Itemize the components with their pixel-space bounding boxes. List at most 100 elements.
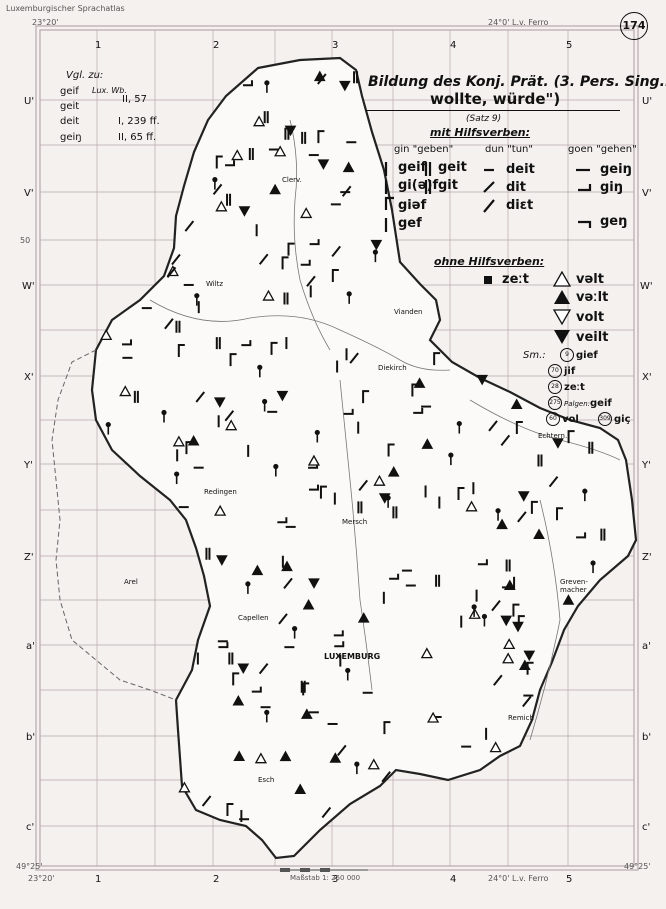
dialect-marker	[194, 293, 200, 306]
sm-form: giç	[614, 414, 631, 425]
dialect-marker	[273, 463, 279, 477]
dialect-marker	[133, 390, 139, 403]
lat-bottom-right: 49°25'	[624, 862, 651, 871]
sm-form: geif	[590, 398, 612, 409]
col-label-top-1: 1	[95, 40, 102, 51]
col-label-bottom-4: 4	[450, 874, 457, 885]
map-inner-frame	[39, 29, 635, 867]
legend-gin-form-giaf: gi(ə)f	[398, 178, 439, 193]
legend-noaux-volt: volt	[576, 310, 605, 325]
dialect-marker	[212, 177, 218, 190]
legend-noaux-zet: zeːt	[502, 272, 529, 287]
dialect-marker	[232, 672, 240, 686]
dialect-marker	[294, 783, 307, 794]
dialect-marker	[251, 686, 262, 693]
dialect-marker	[413, 377, 426, 388]
dialect-marker	[448, 452, 454, 466]
dialect-marker	[215, 200, 228, 212]
crossref-ref-1: II, 57	[122, 94, 147, 105]
dialect-marker	[119, 385, 132, 397]
dialect-marker	[292, 626, 298, 639]
dialect-marker	[184, 220, 195, 232]
map-title-line2: wollte, würde")	[430, 90, 561, 108]
dialect-marker	[224, 410, 235, 422]
crossref-ref-3: I, 239 ff.	[118, 116, 160, 127]
dialect-marker	[502, 652, 515, 664]
sm-num: 275	[548, 396, 562, 410]
scale-bar	[280, 868, 368, 872]
dialect-marker	[262, 398, 268, 412]
dialect-marker	[495, 508, 501, 521]
dialect-marker	[523, 650, 536, 662]
legend-col-gin: gin "geben"	[394, 144, 454, 155]
dialect-marker	[383, 721, 391, 735]
crossref-source: Lux. Wb.	[92, 86, 127, 95]
sm-prefix: Palgen:	[564, 400, 591, 408]
legend-gin-form-gef: gef	[398, 216, 422, 231]
dialect-marker	[600, 528, 606, 541]
dialect-marker	[465, 500, 478, 512]
place-vianden: Vianden	[394, 308, 423, 316]
dialect-marker	[353, 71, 359, 84]
sm-form: zeːt	[564, 382, 585, 393]
dialect-marker	[491, 599, 501, 612]
dialect-marker	[562, 594, 575, 605]
sm-num: 28	[548, 380, 562, 394]
dialect-marker	[161, 409, 167, 423]
dialect-marker	[269, 183, 281, 195]
legend-dun-form-dit: dit	[506, 180, 526, 195]
row-label-left-x: X'	[24, 372, 34, 383]
place-esch: Esch	[258, 776, 275, 784]
dialect-marker	[225, 160, 236, 167]
dialect-marker	[346, 291, 352, 304]
dialect-marker	[264, 709, 270, 723]
dialect-marker	[300, 708, 313, 719]
dialect-marker	[343, 408, 354, 415]
dialect-marker	[522, 695, 532, 708]
dialect-marker	[174, 471, 180, 485]
dialect-marker	[171, 253, 181, 266]
dialect-marker	[505, 559, 511, 572]
legend-goen-form-gein: geiŋ	[600, 162, 632, 177]
place-mersch: Mersch	[342, 518, 368, 526]
legend-section-with-aux: mit Hilfsverben:	[430, 126, 531, 139]
dialect-marker	[493, 674, 503, 686]
dialect-marker	[238, 206, 251, 217]
row-label-left-y: Y'	[24, 460, 33, 471]
legend-noaux-veilt: veilt	[576, 330, 609, 345]
dialect-marker	[308, 578, 320, 589]
dialect-marker	[510, 398, 523, 409]
crossref-ref-4: II, 65 ff.	[118, 132, 157, 143]
sm-num: 60	[546, 412, 560, 426]
dialect-marker	[317, 73, 327, 85]
dialect-marker	[233, 750, 246, 761]
legend-gin-form-gief: giəf	[398, 198, 427, 213]
dialect-marker	[341, 185, 352, 197]
coord-top-right: 24°0' L.v. Ferro	[488, 18, 549, 27]
coord-bottom-right: 24°0' L.v. Ferro	[488, 874, 549, 883]
place-grevenmacher: Greven-macher	[560, 578, 588, 594]
dialect-marker	[512, 621, 524, 633]
row-label-right-z: Z'	[642, 552, 652, 563]
dialect-marker	[331, 268, 339, 282]
dialect-marker	[590, 560, 596, 574]
dialect-marker	[283, 292, 289, 305]
dialect-marker	[302, 598, 315, 610]
dialect-marker	[567, 430, 575, 444]
dialect-marker	[195, 391, 206, 403]
dialect-marker	[201, 795, 212, 807]
row-label-right-w: W'	[640, 281, 653, 292]
sm-num: 9	[560, 348, 574, 362]
dialect-marker	[226, 193, 232, 206]
row-label-left-w: W'	[22, 281, 35, 292]
coord-top-left: 23°20'	[32, 18, 59, 27]
dialect-marker	[105, 421, 111, 435]
sm-item-309: 309 giç	[598, 412, 631, 426]
col-label-bottom-3: 3	[332, 874, 339, 885]
legend-col-goen: goen "gehen"	[568, 144, 637, 155]
dialect-marker	[420, 647, 433, 659]
dialect-marker	[357, 501, 363, 514]
place-wiltz: Wiltz	[206, 280, 224, 288]
dialect-marker	[500, 434, 511, 446]
